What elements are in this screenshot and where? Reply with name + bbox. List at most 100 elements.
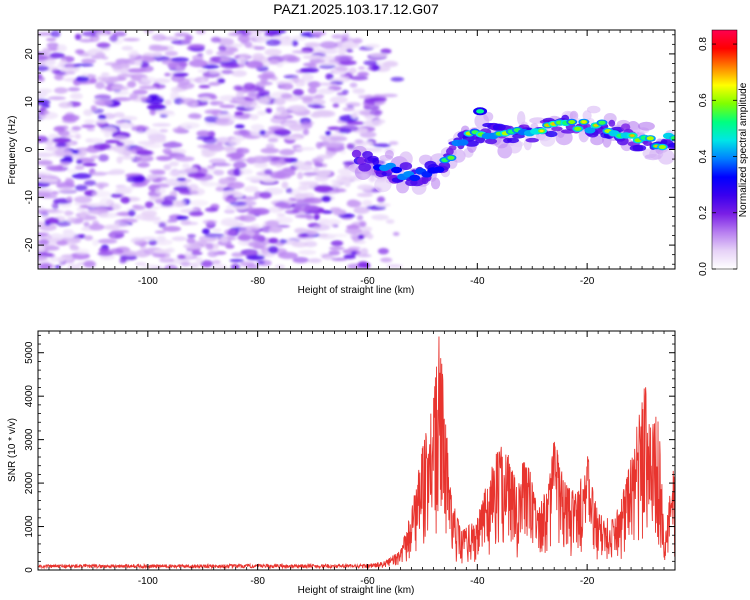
heatmap-noise-blob <box>244 41 253 48</box>
heatmap-noise-blob <box>38 98 51 106</box>
heatmap-noise-blob <box>47 144 54 152</box>
heatmap-noise-blob <box>298 249 317 255</box>
heatmap-noise-blob <box>268 206 282 213</box>
heatmap-noise-blob <box>199 96 212 102</box>
heatmap-noise-blob <box>81 124 96 129</box>
heatmap-noise-blob <box>195 257 203 264</box>
heatmap-noise-blob <box>101 76 120 84</box>
heatmap-noise-blob <box>116 156 123 164</box>
heatmap-noise-blob <box>256 110 267 116</box>
heatmap-noise-blob <box>38 239 50 246</box>
heatmap-noise-blob <box>286 56 301 63</box>
heatmap-signal-halo <box>430 177 441 190</box>
heatmap-noise-blob <box>38 188 53 193</box>
heatmap-noise-blob <box>352 38 363 44</box>
heatmap-noise-blob <box>154 230 166 234</box>
heatmap-noise-blob <box>331 188 347 193</box>
heatmap-signal-body <box>525 137 539 143</box>
heatmap-noise-blob <box>128 209 136 217</box>
heatmap-noise-blob <box>346 121 365 125</box>
heatmap-noise-blob <box>55 220 72 227</box>
heatmap-noise-blob <box>288 105 307 112</box>
colorbar-ticks: 0.0 0.2 0.4 0.6 0.8 <box>698 37 737 276</box>
snr-y-axis-label: SNR (10 * v/v) <box>7 418 18 482</box>
x-tick-label: -40 <box>470 576 485 587</box>
heatmap-noise-blob <box>53 126 65 132</box>
colorbar-gradient <box>711 29 738 270</box>
y-tick-label: 20 <box>24 48 35 60</box>
heatmap-noise-blob <box>84 180 97 186</box>
heatmap-noise-blob <box>218 37 234 46</box>
heatmap-noise-blob <box>86 127 95 132</box>
heatmap-noise-blob <box>200 79 207 84</box>
heatmap-noise-blob <box>319 55 336 62</box>
heatmap-noise-blob <box>229 201 247 207</box>
heatmap-noise-blob <box>190 262 200 269</box>
heatmap-noise-blob <box>277 252 298 259</box>
heatmap-noise-blob <box>250 207 270 216</box>
heatmap-noise-blob <box>281 181 289 189</box>
heatmap-noise-blob <box>38 159 53 166</box>
heatmap-noise-blob <box>219 95 237 102</box>
heatmap-noise-blob <box>245 60 264 69</box>
heatmap-noise-blob <box>297 233 309 239</box>
heatmap-noise-blob <box>161 200 174 207</box>
heatmap-noise-blob <box>298 181 319 186</box>
heatmap-noise-blob <box>250 124 265 131</box>
heatmap-noise-blob <box>96 42 111 49</box>
heatmap-noise-blob <box>38 65 49 72</box>
heatmap-noise-blob <box>210 36 221 43</box>
heatmap-noise-blob <box>54 148 71 156</box>
heatmap-noise-blob <box>212 260 221 264</box>
heatmap-signal-core <box>391 166 403 174</box>
heatmap-noise-blob <box>339 60 357 66</box>
heatmap-noise-blob <box>186 237 196 244</box>
heatmap-noise-blob <box>233 85 243 91</box>
heatmap-noise-blob <box>330 207 341 212</box>
heatmap-noise-blob <box>187 234 196 238</box>
heatmap-noise-blob <box>277 36 288 41</box>
heatmap-x-axis-label: Height of straight line (km) <box>298 285 415 296</box>
heatmap-noise-blob <box>178 61 188 68</box>
heatmap-noise-blob <box>217 78 226 84</box>
heatmap-noise-blob <box>331 183 342 188</box>
heatmap-noise-blob <box>67 168 78 174</box>
heatmap-noise-blob <box>392 231 400 236</box>
heatmap-noise-blob <box>141 210 157 218</box>
heatmap-noise-blob <box>237 35 251 43</box>
heatmap-noise-blob <box>151 170 166 176</box>
heatmap-noise-blob <box>153 78 171 84</box>
heatmap-noise-blob <box>325 143 342 148</box>
heatmap-signal-halo <box>637 121 655 131</box>
heatmap-noise-blob <box>297 171 304 180</box>
heatmap-noise-blob <box>133 205 146 211</box>
heatmap-noise-blob <box>88 223 105 231</box>
heatmap-noise-blob <box>141 216 161 222</box>
heatmap-noise-blob <box>233 193 244 198</box>
heatmap-noise-blob <box>343 30 350 35</box>
heatmap-noise-blob <box>265 108 273 114</box>
heatmap-noise-blob <box>190 187 206 196</box>
heatmap-noise-blob <box>358 66 366 70</box>
heatmap-noise-blob <box>380 48 392 54</box>
heatmap-noise-blob <box>366 233 374 240</box>
heatmap-noise-blob <box>58 101 73 109</box>
heatmap-signal-body <box>357 156 367 165</box>
heatmap-noise-blob <box>314 174 329 182</box>
heatmap-noise-blob <box>54 87 68 94</box>
heatmap-noise-blob <box>61 254 74 261</box>
heatmap-noise-blob <box>83 221 90 228</box>
heatmap-noise-blob <box>174 32 190 37</box>
heatmap-noise-blob <box>306 215 315 220</box>
heatmap-signal-body <box>351 149 362 158</box>
heatmap-signal-body <box>358 163 372 172</box>
heatmap-noise-blob <box>169 161 180 167</box>
x-tick-label: -20 <box>580 576 595 587</box>
heatmap-noise-blob <box>49 256 61 263</box>
heatmap-noise-blob <box>204 233 225 238</box>
heatmap-noise-blob <box>62 231 76 239</box>
heatmap-noise-blob <box>110 230 129 234</box>
heatmap-noise-blob <box>329 246 345 251</box>
heatmap-signal-body <box>372 157 380 166</box>
